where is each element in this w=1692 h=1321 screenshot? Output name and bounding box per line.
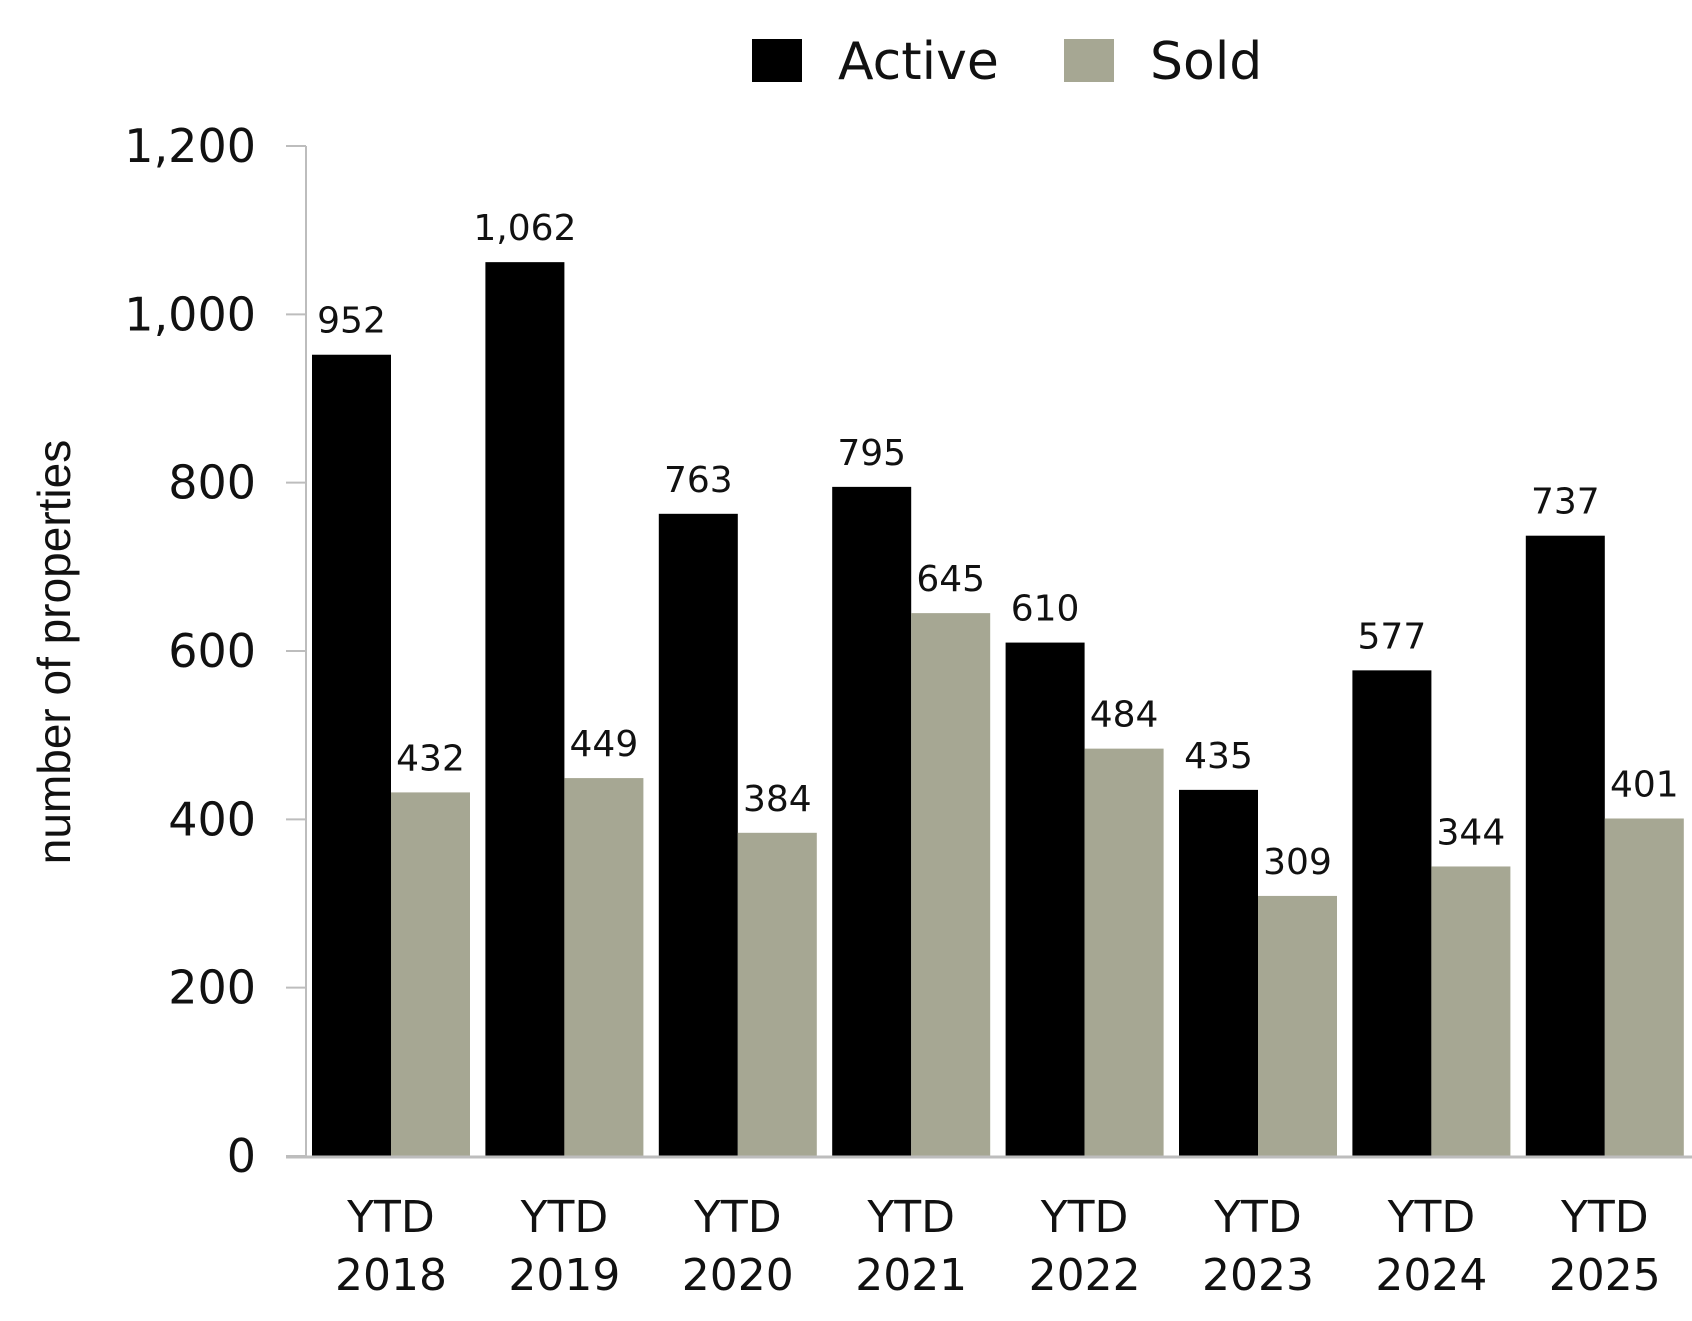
bar-active-6	[1352, 670, 1432, 1156]
x-category-label-line1: YTD	[1560, 1192, 1649, 1243]
bar-sold-4	[1084, 748, 1164, 1156]
bars	[312, 262, 1684, 1156]
bar-sold-7	[1604, 818, 1684, 1156]
y-tick-label: 600	[168, 624, 256, 678]
y-tick-label: 400	[168, 792, 256, 846]
bar-sold-3	[911, 613, 991, 1156]
data-label-active-4: 610	[1011, 589, 1080, 630]
bar-sold-0	[391, 792, 470, 1156]
data-labels: 952 432 1,062 449 763 384 795 645 610 484 435 309 57…	[317, 208, 1679, 883]
legend-swatch-active	[752, 39, 802, 82]
x-category-label-line2: 2019	[508, 1250, 620, 1301]
legend-swatch-sold	[1064, 39, 1114, 82]
x-category-label-line2: 2024	[1375, 1250, 1487, 1301]
x-category-label-line1: YTD	[1387, 1192, 1476, 1243]
x-category-label-line1: YTD	[1040, 1192, 1129, 1243]
data-label-sold-4: 484	[1090, 695, 1159, 736]
data-label-sold-0: 432	[396, 738, 465, 779]
x-category-label-line1: YTD	[866, 1192, 955, 1243]
x-category-label-line2: 2018	[335, 1250, 447, 1301]
legend-label-active: Active	[838, 32, 999, 92]
data-label-sold-5: 309	[1263, 842, 1332, 883]
data-label-active-7: 737	[1531, 482, 1600, 523]
x-category-label-line2: 2020	[682, 1250, 794, 1301]
x-category-label-line2: 2023	[1202, 1250, 1314, 1301]
bar-sold-6	[1431, 866, 1511, 1156]
x-category-label-line2: 2025	[1549, 1250, 1661, 1301]
data-label-sold-1: 449	[570, 724, 639, 765]
data-label-sold-7: 401	[1610, 764, 1679, 805]
legend-label-sold: Sold	[1150, 32, 1262, 92]
bar-active-4	[1005, 642, 1085, 1156]
bar-active-3	[832, 486, 912, 1156]
data-label-active-2: 763	[664, 460, 733, 501]
bar-active-5	[1179, 789, 1258, 1156]
data-label-active-1: 1,062	[473, 208, 576, 249]
data-label-active-5: 435	[1184, 736, 1253, 777]
y-tick-label: 0	[227, 1129, 256, 1183]
y-tick-label: 800	[168, 456, 256, 510]
y-tick-label: 1,000	[124, 287, 256, 341]
bar-active-1	[485, 262, 565, 1156]
bar-active-0	[312, 354, 391, 1156]
legend: Active Sold	[752, 32, 1262, 92]
bar-active-7	[1525, 535, 1605, 1156]
x-axis-categories: YTD 2018 YTD 2019 YTD 2020 YTD 2021 YTD 2022 YTD 20…	[335, 1192, 1661, 1301]
bar-sold-2	[737, 832, 817, 1156]
x-category-label-line2: 2022	[1029, 1250, 1141, 1301]
data-label-active-3: 795	[837, 433, 906, 474]
y-tick-label: 1,200	[124, 119, 256, 173]
x-category-label-line2: 2021	[855, 1250, 967, 1301]
y-axis-title: number of properties	[28, 440, 80, 864]
y-axis-ticks: 0 200 400 600 800 1,000 1,200	[124, 119, 306, 1183]
x-category-label-line1: YTD	[346, 1192, 435, 1243]
data-label-active-6: 577	[1358, 616, 1427, 657]
bar-active-2	[658, 513, 738, 1156]
x-category-label-line1: YTD	[520, 1192, 609, 1243]
data-label-sold-6: 344	[1437, 812, 1506, 853]
bar-sold-1	[564, 778, 644, 1156]
x-category-label-line1: YTD	[1213, 1192, 1302, 1243]
data-label-sold-2: 384	[743, 779, 812, 820]
x-category-label-line1: YTD	[693, 1192, 782, 1243]
data-label-sold-3: 645	[916, 559, 985, 600]
bar-sold-5	[1258, 895, 1337, 1156]
y-tick-label: 200	[168, 961, 256, 1015]
data-label-active-0: 952	[317, 301, 386, 342]
